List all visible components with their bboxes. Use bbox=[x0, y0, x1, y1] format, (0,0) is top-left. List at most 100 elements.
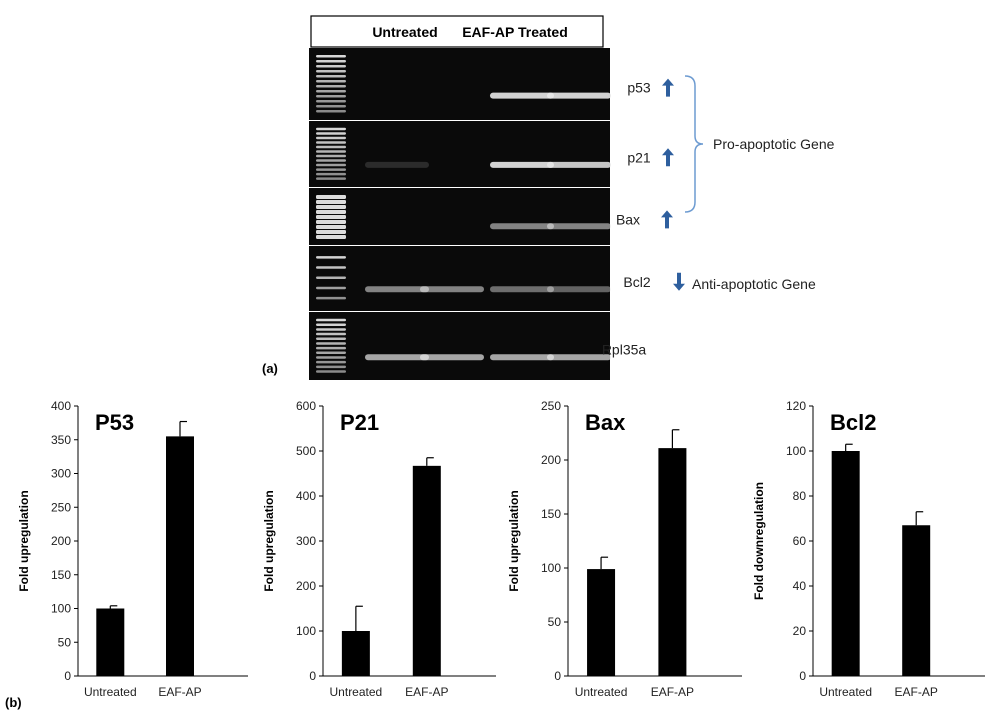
y-tick-label: 80 bbox=[793, 489, 807, 503]
gel-row-rpl35a bbox=[309, 312, 611, 380]
chart-title: Bax bbox=[585, 410, 626, 435]
ladder-band bbox=[316, 225, 346, 229]
y-tick-label: 300 bbox=[51, 467, 71, 481]
sample-band bbox=[365, 286, 429, 293]
anti-apoptotic-label: Anti-apoptotic Gene bbox=[692, 276, 816, 292]
ladder-band bbox=[316, 356, 346, 359]
ladder-band bbox=[316, 110, 346, 113]
ladder-band bbox=[316, 100, 346, 103]
ladder-band bbox=[316, 205, 346, 209]
sample-band bbox=[420, 354, 484, 361]
ladder-band bbox=[316, 172, 346, 176]
ladder-band bbox=[316, 351, 346, 354]
sample-band bbox=[420, 286, 484, 293]
y-tick-label: 200 bbox=[51, 534, 71, 548]
y-axis-title: Fold upregulation bbox=[262, 490, 276, 591]
gel-row-background bbox=[309, 188, 610, 245]
gel-row-background bbox=[309, 312, 610, 380]
ladder-band bbox=[316, 132, 346, 135]
ladder-band bbox=[316, 210, 346, 214]
gene-label-bcl2: Bcl2 bbox=[623, 274, 650, 290]
panel-b-label: (b) bbox=[5, 695, 22, 710]
y-axis-title: Fold downregulation bbox=[752, 482, 766, 600]
ladder-band bbox=[316, 60, 346, 63]
y-tick-label: 0 bbox=[554, 669, 561, 683]
sample-band bbox=[547, 354, 611, 361]
bar-chart-bcl2: 0 20 40 60 80 100 120 Fold downregulation Bcl2 Un… bbox=[752, 399, 985, 699]
ladder-band bbox=[316, 230, 346, 234]
ladder-band bbox=[316, 195, 346, 199]
ladder-band bbox=[316, 154, 346, 158]
gel-row-background bbox=[309, 121, 610, 187]
ladder-band bbox=[316, 105, 346, 108]
ladder-band bbox=[316, 328, 346, 331]
bar bbox=[166, 436, 194, 676]
x-tick-label: Untreated bbox=[575, 685, 628, 699]
y-tick-label: 350 bbox=[51, 433, 71, 447]
sample-band bbox=[547, 223, 611, 230]
x-tick-label: EAF-AP bbox=[405, 685, 448, 699]
x-tick-label: EAF-AP bbox=[895, 685, 938, 699]
bar-chart-p53: 0 50 100 150 200 250 300 350 400 Fold upregulatio… bbox=[17, 399, 248, 699]
ladder-band bbox=[316, 286, 346, 290]
pro-apoptotic-bracket bbox=[684, 75, 704, 213]
y-tick-label: 250 bbox=[541, 399, 561, 413]
x-tick-label: Untreated bbox=[330, 685, 383, 699]
y-tick-label: 500 bbox=[296, 444, 316, 458]
ladder-band bbox=[316, 200, 346, 204]
sample-band bbox=[490, 223, 554, 230]
pro-apoptotic-label: Pro-apoptotic Gene bbox=[713, 136, 835, 152]
y-tick-label: 0 bbox=[799, 669, 806, 683]
ladder-band bbox=[316, 220, 346, 224]
gel-row-bcl2 bbox=[309, 246, 611, 311]
sample-band bbox=[365, 161, 429, 168]
up-arrow-icon-bax bbox=[661, 210, 673, 229]
ladder-band bbox=[316, 276, 346, 279]
panel-a-label: (a) bbox=[262, 361, 278, 376]
ladder-band bbox=[316, 127, 346, 131]
up-arrow-icon-p53 bbox=[662, 78, 674, 97]
ladder-band bbox=[316, 70, 346, 73]
gene-label-p21: p21 bbox=[627, 149, 651, 165]
sample-band bbox=[490, 354, 554, 361]
gene-label-bax: Bax bbox=[616, 211, 640, 227]
ladder-band bbox=[316, 55, 346, 58]
ladder-band bbox=[316, 360, 346, 364]
ladder-band bbox=[316, 346, 346, 350]
gel-image bbox=[309, 48, 611, 380]
ladder-band bbox=[316, 141, 346, 144]
y-tick-label: 600 bbox=[296, 399, 316, 413]
y-tick-label: 50 bbox=[548, 615, 562, 629]
sample-band bbox=[547, 92, 611, 99]
header-treated: EAF-AP Treated bbox=[462, 24, 568, 40]
y-axis-title: Fold upregulation bbox=[507, 490, 521, 591]
header-untreated: Untreated bbox=[372, 24, 437, 40]
gel-header-box bbox=[310, 15, 604, 48]
sample-band bbox=[547, 286, 611, 293]
ladder-band bbox=[316, 145, 346, 149]
chart-title: P53 bbox=[95, 410, 134, 435]
ladder-band bbox=[316, 256, 346, 259]
ladder-band bbox=[316, 323, 346, 326]
ladder-band bbox=[316, 90, 346, 93]
y-tick-label: 0 bbox=[64, 669, 71, 683]
gel-row-p53 bbox=[309, 48, 611, 120]
y-tick-label: 40 bbox=[793, 579, 807, 593]
ladder-band bbox=[316, 163, 346, 167]
y-tick-label: 100 bbox=[786, 444, 806, 458]
ladder-band bbox=[316, 215, 346, 219]
y-tick-label: 20 bbox=[793, 624, 807, 638]
y-tick-label: 60 bbox=[793, 534, 807, 548]
y-tick-label: 150 bbox=[51, 568, 71, 582]
ladder-band bbox=[316, 365, 346, 369]
bar bbox=[587, 569, 616, 676]
gel-row-p21 bbox=[309, 121, 611, 187]
sample-band bbox=[490, 286, 554, 293]
ladder-band bbox=[316, 65, 346, 68]
ladder-band bbox=[316, 80, 346, 83]
ladder-band bbox=[316, 136, 346, 140]
sample-band bbox=[547, 161, 611, 168]
sample-band bbox=[490, 161, 554, 168]
bar bbox=[412, 465, 441, 676]
